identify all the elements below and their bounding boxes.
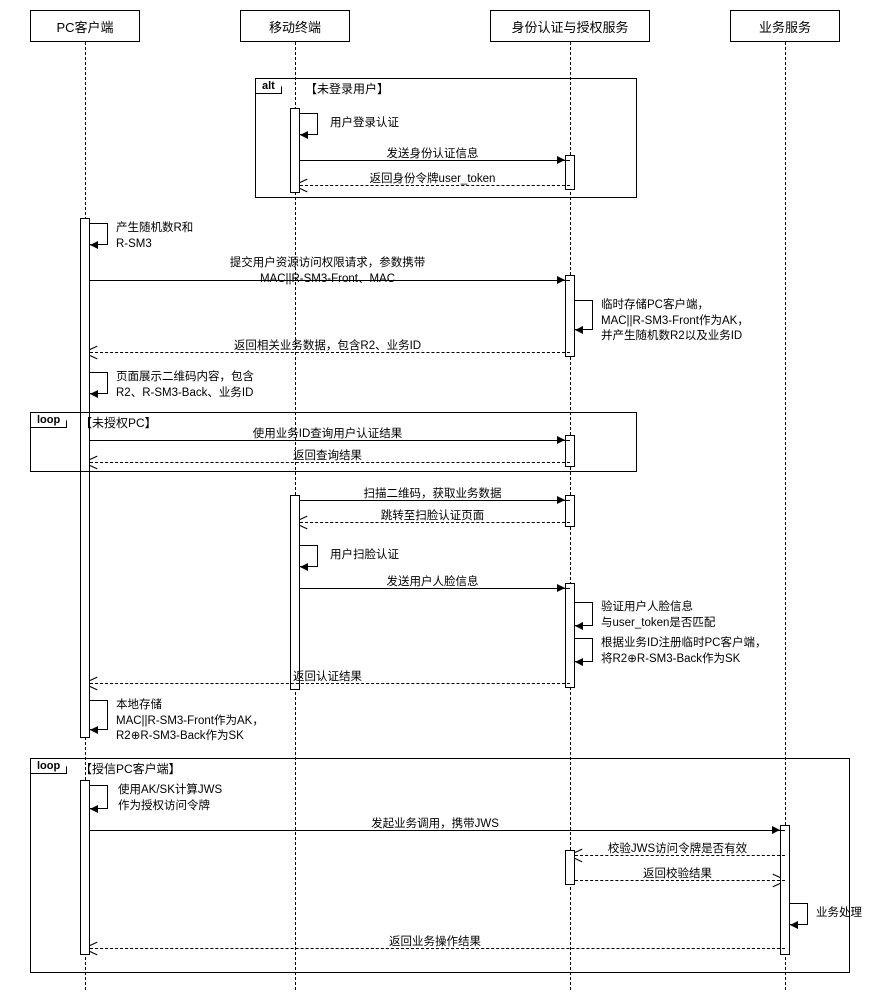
self-store-label: 临时存储PC客户端，MAC||R-SM3-Front作为AK，并产生随机数R2以…	[601, 298, 749, 345]
frame-guard-loop1: 【未授权PC】	[80, 414, 157, 431]
actor-auth: 身份认证与授权服务	[490, 10, 650, 42]
actor-biz: 业务服务	[730, 10, 840, 42]
frame-tag-loop1: loop	[30, 412, 67, 428]
msg-m2-label: 返回身份令牌user_token	[313, 170, 553, 186]
self-local-head	[90, 726, 98, 734]
frame-tag-alt: alt	[255, 78, 282, 94]
msg-m5-label: 使用业务ID查询用户认证结果	[208, 425, 448, 441]
msg-m8-label: 跳转至扫脸认证页面	[313, 507, 553, 523]
self-jws-head	[90, 805, 98, 813]
msg-m5-head	[557, 436, 565, 444]
frame-tag-loop2: loop	[30, 758, 67, 774]
msg-m14-label: 返回业务操作结果	[315, 933, 555, 949]
self-login-head	[300, 131, 308, 139]
msg-m7-label: 扫描二维码，获取业务数据	[313, 485, 553, 501]
msg-m9-label: 发送用户人脸信息	[313, 573, 553, 589]
msg-m9-head	[557, 584, 565, 592]
actor-pc: PC客户端	[30, 10, 140, 42]
self-local-label: 本地存储MAC||R-SM3-Front作为AK，R2⊕R-SM3-Back作为…	[116, 698, 264, 745]
self-verify-head	[575, 622, 583, 630]
activation-2	[80, 218, 90, 738]
msg-m11-head	[772, 826, 780, 834]
msg-m10-label: 返回认证结果	[208, 668, 448, 684]
frame-guard-alt: 【未登录用户】	[305, 80, 389, 97]
frame-guard-loop2: 【授信PC客户端】	[80, 760, 181, 777]
self-randR-head	[90, 241, 98, 249]
msg-m3-label: 提交用户资源访问权限请求，参数携带MAC||R-SM3-Front、MAC	[208, 254, 448, 286]
self-proc-head	[790, 921, 798, 929]
sequence-diagram: PC客户端 移动终端 身份认证与授权服务 业务服务 alt 【未登录用户】 loop 【未授权…	[0, 0, 878, 1000]
msg-m6-label: 返回查询结果	[208, 447, 448, 463]
self-regsk-head	[575, 658, 583, 666]
msg-m4-label: 返回相关业务数据，包含R2、业务ID	[208, 337, 448, 353]
self-qr-head	[90, 390, 98, 398]
activation-3	[565, 275, 575, 357]
activation-5	[290, 495, 300, 690]
self-face-head	[300, 563, 308, 571]
msg-m1-head	[557, 156, 565, 164]
msg-m7-head	[557, 496, 565, 504]
msg-m3-head	[557, 276, 565, 284]
self-qr-label: 页面展示二维码内容，包含R2、R-SM3-Back、业务ID	[116, 370, 254, 401]
self-regsk-label: 根据业务ID注册临时PC客户端，将R2⊕R-SM3-Back作为SK	[601, 636, 766, 667]
self-face-label: 用户扫脸认证	[330, 548, 399, 564]
msg-m1-label: 发送身份认证信息	[313, 145, 553, 161]
msg-m12-label: 校验JWS访问令牌是否有效	[558, 840, 798, 856]
self-login-label: 用户登录认证	[330, 116, 399, 132]
actor-mobile: 移动终端	[240, 10, 350, 42]
msg-m13-label: 返回校验结果	[558, 865, 798, 881]
self-randR-label: 产生随机数R和R-SM3	[116, 221, 193, 252]
self-jws-label: 使用AK/SK计算JWS作为授权访问令牌	[118, 783, 222, 814]
msg-m11-label: 发起业务调用，携带JWS	[315, 815, 555, 831]
self-proc-label: 业务处理	[816, 906, 862, 922]
self-verify-label: 验证用户人脸信息与user_token是否匹配	[601, 600, 715, 631]
self-store-head	[575, 326, 583, 334]
activation-7	[565, 583, 575, 688]
